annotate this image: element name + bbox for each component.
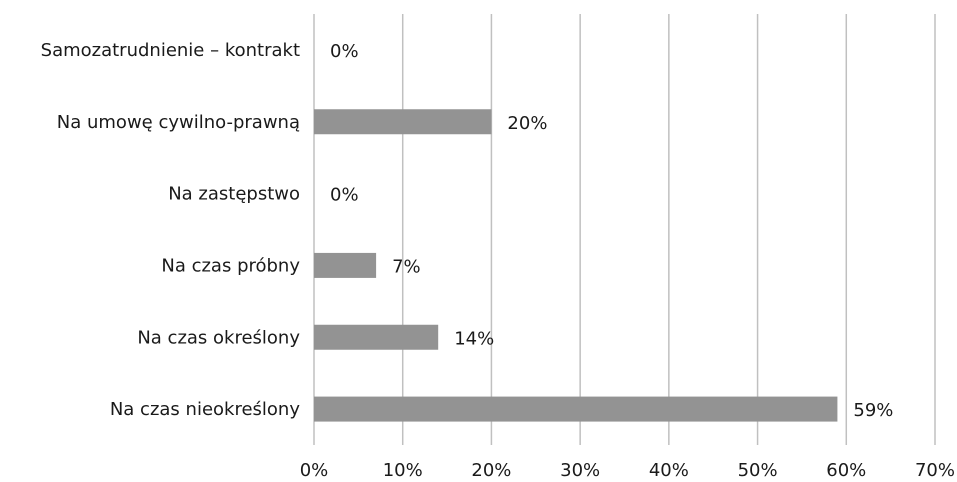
bar [314, 324, 439, 350]
x-tick-label: 30% [560, 460, 600, 481]
data-label: 20% [507, 113, 547, 134]
data-label: 59% [853, 400, 893, 421]
bar [314, 109, 492, 135]
x-tick-label: 10% [383, 460, 423, 481]
y-tick-label: Na czas nieokreślony [110, 399, 300, 420]
bar [314, 252, 377, 278]
data-label: 14% [454, 328, 494, 349]
y-tick-label: Na czas określony [137, 327, 300, 348]
x-tick-label: 20% [471, 460, 511, 481]
x-tick-label: 0% [300, 460, 329, 481]
x-tick-label: 60% [826, 460, 866, 481]
x-tick-label: 70% [915, 460, 955, 481]
data-label: 0% [330, 185, 359, 206]
x-tick-label: 50% [738, 460, 778, 481]
data-label: 0% [330, 41, 359, 62]
x-tick-label: 40% [649, 460, 689, 481]
y-tick-label: Na zastępstwo [168, 184, 300, 205]
bar [314, 396, 838, 422]
y-tick-label: Samozatrudnienie – kontrakt [41, 40, 300, 61]
y-tick-label: Na czas próbny [161, 255, 300, 276]
data-label: 7% [392, 256, 421, 277]
y-tick-label: Na umowę cywilno-prawną [57, 112, 300, 133]
